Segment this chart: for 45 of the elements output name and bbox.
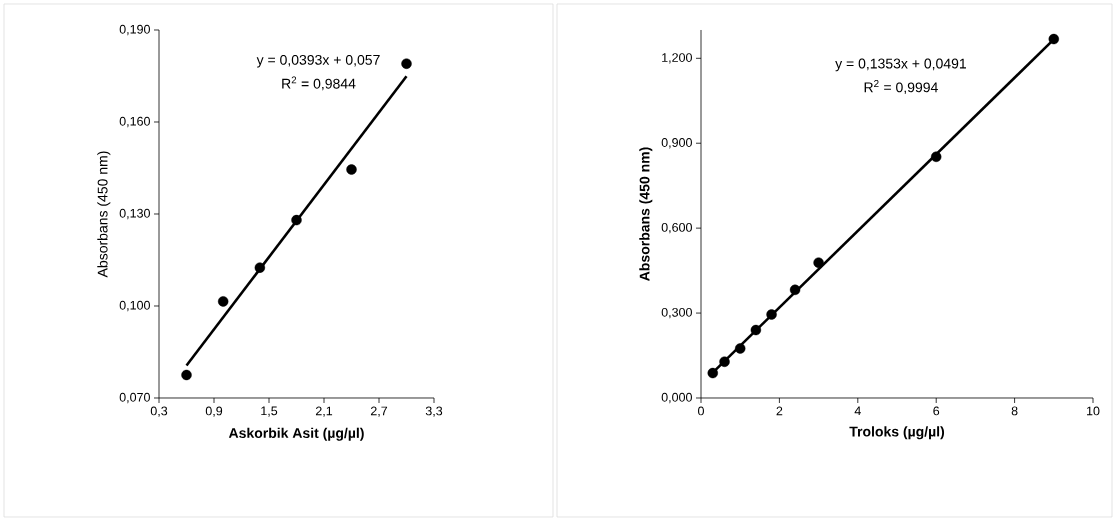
point	[291, 214, 302, 226]
y-tick-label: 0,160	[119, 116, 150, 128]
x-tick-label: 2,7	[370, 406, 388, 417]
point	[1048, 33, 1059, 45]
annotation: R$^{2}$ = 0,9844	[282, 76, 356, 91]
y-tick-label: 0,000	[661, 392, 692, 404]
point	[346, 164, 357, 175]
x-tick-label: 10	[1087, 406, 1100, 416]
annotation: y = 0,1353x + 0,0491	[835, 58, 966, 72]
y-tick-label: 0,600	[661, 222, 692, 234]
point	[181, 369, 192, 381]
point	[813, 257, 824, 268]
x-tick-label: 3,3	[425, 406, 443, 417]
x-tick-label: 0	[698, 406, 704, 416]
x-tick-label: 8	[1011, 406, 1018, 416]
x-tick-label: 2	[776, 406, 783, 416]
point	[931, 151, 942, 163]
y-tick-label: 0,300	[661, 307, 692, 319]
point	[401, 58, 412, 69]
x-tick-label: 0,9	[205, 406, 223, 417]
point	[707, 367, 718, 379]
y-tick-label: 0,130	[119, 208, 150, 220]
point	[254, 262, 266, 273]
point	[719, 356, 730, 367]
x-tick-label: 2,1	[315, 406, 333, 417]
x-tick-label: 1,5	[261, 406, 278, 417]
point	[789, 284, 801, 296]
y-axis-title: Absorbans (450 nm)	[639, 147, 653, 281]
x-axis-title: Askorbik Asit (µg/µl)	[228, 427, 364, 441]
y-axis-title: Absorbans (450 nm)	[97, 151, 111, 278]
y-tick-label: 0,100	[119, 300, 150, 312]
x-tick-label: 4	[854, 406, 861, 416]
annotation: R$^{2}$ = 0,9994	[864, 80, 938, 94]
y-tick-label: 1,200	[662, 53, 692, 64]
point	[217, 296, 229, 307]
y-tick-label: 0,070	[119, 392, 150, 404]
point	[735, 343, 746, 354]
y-tick-label: 0,900	[661, 138, 692, 149]
annotation: y = 0,0393x + 0,057	[256, 54, 380, 68]
point	[766, 309, 777, 320]
point	[750, 324, 762, 336]
x-axis-title: Troloks (µg/µl)	[849, 426, 945, 440]
x-tick-label: 0,3	[150, 406, 168, 417]
x-tick-label: 6	[933, 406, 940, 416]
y-tick-label: 0,190	[119, 24, 150, 36]
